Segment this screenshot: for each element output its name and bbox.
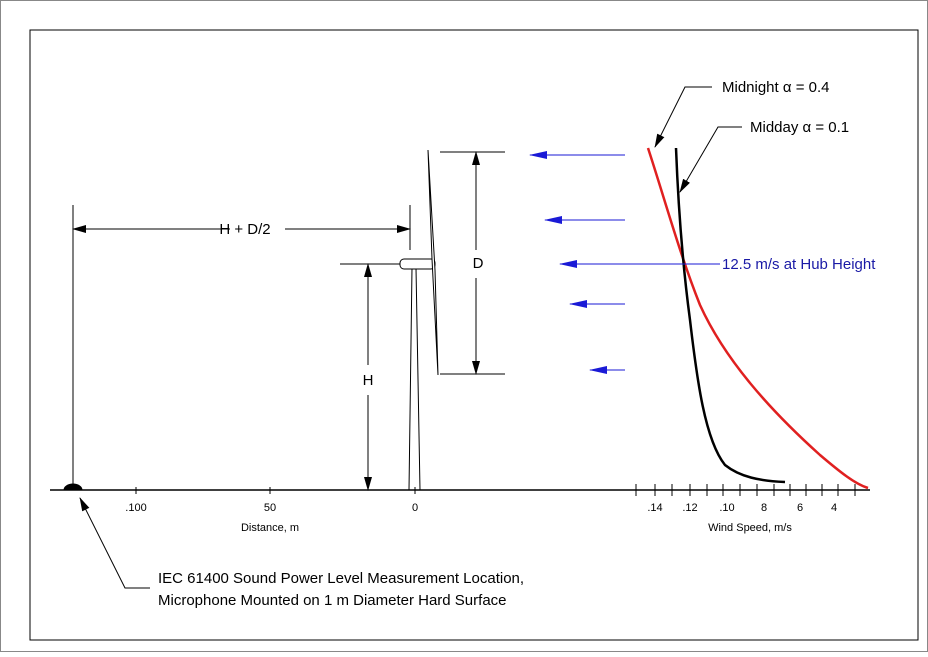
- dim-label: H: [363, 372, 374, 389]
- hub-label: 12.5 m/s at Hub Height: [722, 256, 876, 273]
- tick-label: .12: [682, 502, 697, 514]
- tick-label: .14: [647, 502, 662, 514]
- tick-label: .10: [719, 502, 734, 514]
- tick-label: 50: [264, 502, 276, 514]
- drawing: [50, 86, 870, 589]
- wind-arrows: [529, 151, 720, 374]
- curve-label: Midnight α = 0.4: [722, 79, 829, 96]
- axis-title: Wind Speed, m/s: [708, 522, 792, 534]
- axis-title: Distance, m: [241, 522, 299, 534]
- dim-label: H + D/2: [219, 221, 270, 238]
- curve-label: Midday α = 0.1: [750, 119, 849, 136]
- tick-label: 8: [761, 502, 767, 514]
- dim-label: D: [473, 255, 484, 272]
- note-line: Microphone Mounted on 1 m Diameter Hard …: [158, 592, 507, 609]
- tick-label: 6: [797, 502, 803, 514]
- frame: [29, 29, 919, 641]
- tick-label: 4: [831, 502, 837, 514]
- tick-label: .100: [125, 502, 146, 514]
- note-line: IEC 61400 Sound Power Level Measurement …: [158, 570, 524, 587]
- tick-label: 0: [412, 502, 418, 514]
